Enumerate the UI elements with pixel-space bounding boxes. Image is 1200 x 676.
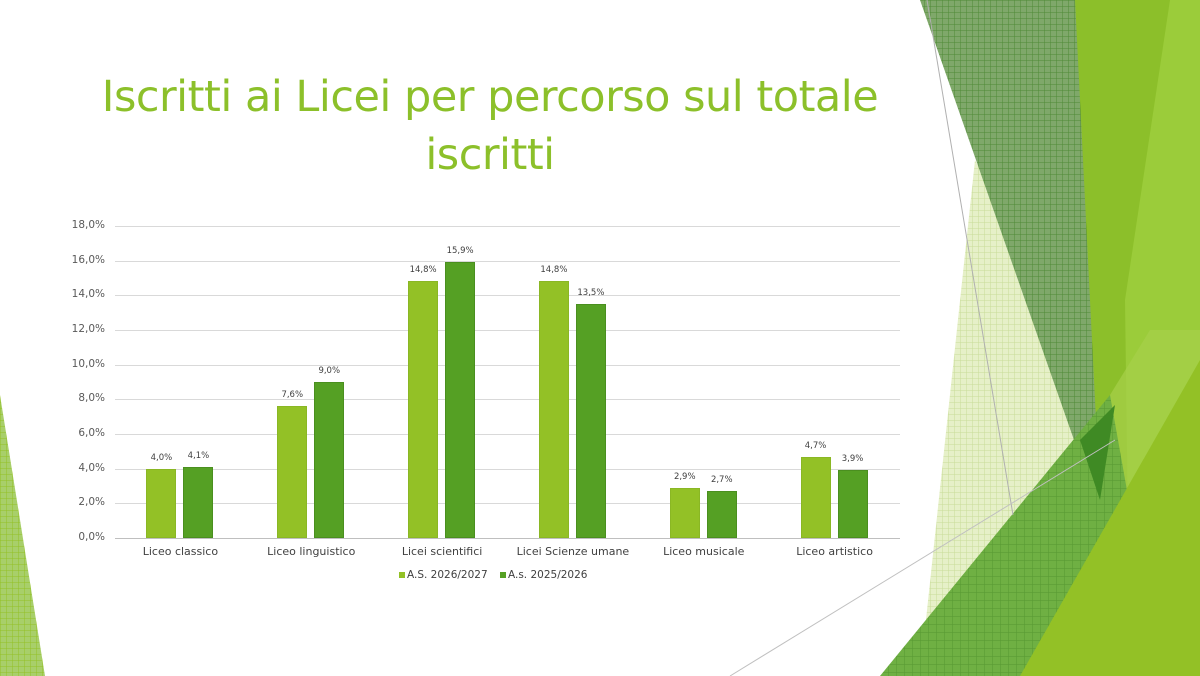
legend-item: A.S. 2026/2027 <box>399 569 488 581</box>
legend-label: A.s. 2025/2026 <box>508 569 588 581</box>
legend-item: A.s. 2025/2026 <box>500 569 587 581</box>
gridline <box>115 330 900 331</box>
gridline <box>115 260 900 262</box>
slide-title-line-2: iscritti <box>425 130 555 180</box>
gridline <box>115 503 900 505</box>
y-tick-label: 4,0% <box>78 461 105 474</box>
y-tick-label: 12,0% <box>71 323 105 335</box>
slide-title-line-1: Iscritti ai Licei per percorso sul total… <box>101 72 879 122</box>
gridline <box>115 364 900 366</box>
gridline <box>115 295 900 297</box>
data-label: 2,9% <box>673 471 696 482</box>
bar-as-2025-2026 <box>706 491 737 538</box>
y-tick-label: 6,0% <box>78 427 105 439</box>
data-label: 4,0% <box>150 452 173 463</box>
bar-as-2026-2027 <box>277 406 308 538</box>
x-category-label: Liceo linguistico <box>267 545 356 558</box>
bar-as-2026-2027 <box>146 468 177 538</box>
x-category-label: Liceo musicale <box>663 545 745 558</box>
gridline <box>115 468 900 470</box>
y-tick-label: 2,0% <box>78 496 105 509</box>
data-label: 14,8% <box>409 265 437 276</box>
bar-as-2026-2027 <box>408 281 439 538</box>
y-tick-label: 8,0% <box>78 392 105 405</box>
data-label: 14,8% <box>540 265 568 276</box>
data-label: 3,9% <box>841 454 864 465</box>
data-label: 2,7% <box>710 475 733 486</box>
bar-as-2026-2027 <box>800 456 831 538</box>
y-tick-label: 14,0% <box>71 288 105 301</box>
bar-as-2025-2026 <box>575 304 606 538</box>
bar-as-2026-2027 <box>538 281 569 538</box>
x-category-label: Licei Scienze umane <box>516 545 630 558</box>
x-category-label: Liceo artistico <box>796 545 873 558</box>
gridline <box>115 399 900 401</box>
y-tick-label: 0,0% <box>78 531 105 543</box>
bar-as-2026-2027 <box>669 487 700 538</box>
gridline <box>115 226 900 227</box>
legend-swatch <box>399 572 405 578</box>
x-category-label: Licei scientifici <box>401 545 483 558</box>
legend-swatch <box>500 572 506 578</box>
data-label: 4,7% <box>804 440 827 451</box>
y-tick-label: 18,0% <box>71 219 105 231</box>
data-label: 7,6% <box>281 390 304 401</box>
bar-as-2025-2026 <box>445 262 476 538</box>
bar-as-2025-2026 <box>837 470 868 538</box>
x-category-label: Liceo classico <box>142 545 219 558</box>
y-tick-label: 16,0% <box>71 253 105 266</box>
bar-as-2025-2026 <box>183 466 214 538</box>
data-label: 9,0% <box>318 366 341 376</box>
y-tick-label: 10,0% <box>71 357 105 370</box>
gridline <box>115 434 900 435</box>
bar-as-2025-2026 <box>314 382 345 538</box>
data-label: 4,1% <box>187 450 210 461</box>
legend-label: A.S. 2026/2027 <box>407 569 488 581</box>
data-label: 15,9% <box>446 246 474 257</box>
x-axis-line <box>115 538 900 539</box>
data-label: 13,5% <box>577 288 605 298</box>
slide-title: Iscritti ai Licei per percorso sul total… <box>60 68 920 184</box>
